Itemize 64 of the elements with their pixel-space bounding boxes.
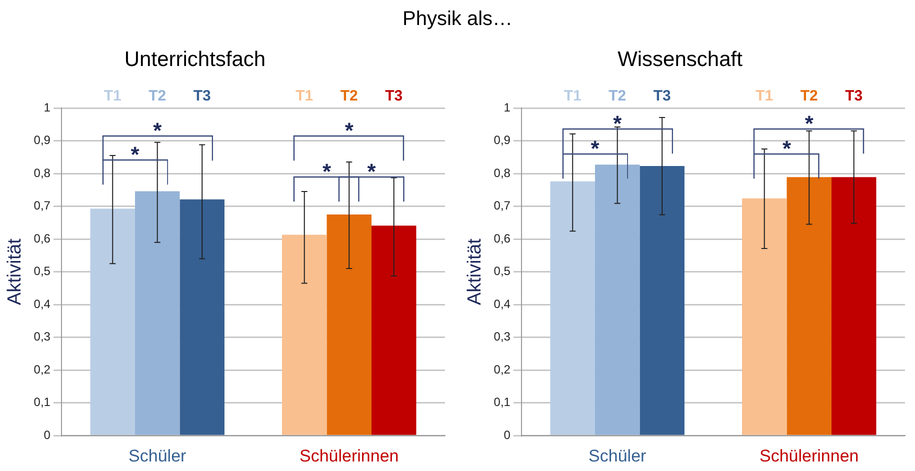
y-tick-label: 0,6	[494, 231, 511, 246]
y-tick-label: 0,5	[34, 264, 51, 278]
x-tick-label: Schüler	[588, 446, 647, 466]
text: T3	[653, 88, 671, 105]
bar	[786, 177, 832, 435]
bar	[90, 208, 135, 435]
x-tick-label: Schülerinnen	[299, 446, 399, 466]
y-tick-label: 0,9	[494, 133, 511, 148]
text: T1	[296, 88, 314, 105]
text: T3	[193, 88, 211, 105]
y-tick-label: 1	[44, 100, 51, 114]
y-tick-label: 0,5	[494, 264, 511, 278]
text: T2	[800, 88, 818, 105]
y-tick-label: 0,2	[34, 362, 51, 376]
annotation: *	[804, 111, 814, 136]
y-tick-label: 0,1	[34, 395, 51, 410]
x-tick-label: Schüler	[128, 446, 187, 466]
annotation: *	[590, 136, 600, 161]
text: T3	[385, 88, 403, 105]
y-tick-label: 0	[44, 428, 51, 442]
x-tick-label: Schülerinnen	[759, 446, 859, 466]
text: T2	[148, 88, 166, 105]
y-tick-label: 0,9	[34, 133, 51, 148]
y-tick-label: 0,4	[34, 296, 51, 311]
y-tick-label: 0	[504, 428, 511, 442]
y-tick-label: 0,7	[494, 198, 511, 213]
y-tick-label: 0,3	[494, 330, 511, 344]
text: T2	[608, 88, 626, 105]
bar	[282, 234, 327, 435]
y-tick-label: 0,2	[494, 362, 511, 376]
annotation: *	[344, 118, 354, 143]
text: T3	[845, 88, 863, 105]
y-tick-label: 0,8	[34, 166, 51, 180]
text: T1	[104, 88, 122, 105]
chart-title: Wissenschaft	[616, 48, 744, 72]
annotation: *	[321, 158, 332, 184]
annotation: *	[130, 142, 140, 168]
bar	[134, 191, 180, 435]
bar	[371, 226, 416, 435]
annotation: *	[612, 111, 623, 136]
y-tick-label: 0,7	[34, 198, 51, 213]
bar	[550, 181, 595, 435]
y-tick-label: 0,1	[494, 395, 511, 410]
bar	[742, 198, 787, 435]
bar	[640, 166, 684, 435]
annotation: *	[366, 158, 377, 184]
y-tick-label: 0,4	[494, 296, 511, 311]
text: T1	[564, 88, 582, 105]
text: Physik als…	[401, 8, 514, 31]
annotation: *	[781, 136, 792, 161]
text: T2	[340, 88, 358, 105]
y-tick-label: 1	[504, 100, 511, 114]
y-axis-title: Aktivität	[464, 238, 486, 306]
y-tick-label: 0,8	[494, 166, 511, 180]
annotation: *	[152, 118, 163, 143]
chart-title: Unterrichtsfach	[123, 48, 267, 72]
bar	[594, 164, 640, 435]
text: T1	[756, 88, 774, 105]
bar	[180, 199, 224, 435]
y-tick-label: 0,6	[34, 231, 51, 246]
y-tick-label: 0,3	[34, 330, 51, 344]
bar	[326, 214, 372, 435]
y-axis-title: Aktivität	[4, 238, 26, 306]
bar	[831, 177, 876, 435]
